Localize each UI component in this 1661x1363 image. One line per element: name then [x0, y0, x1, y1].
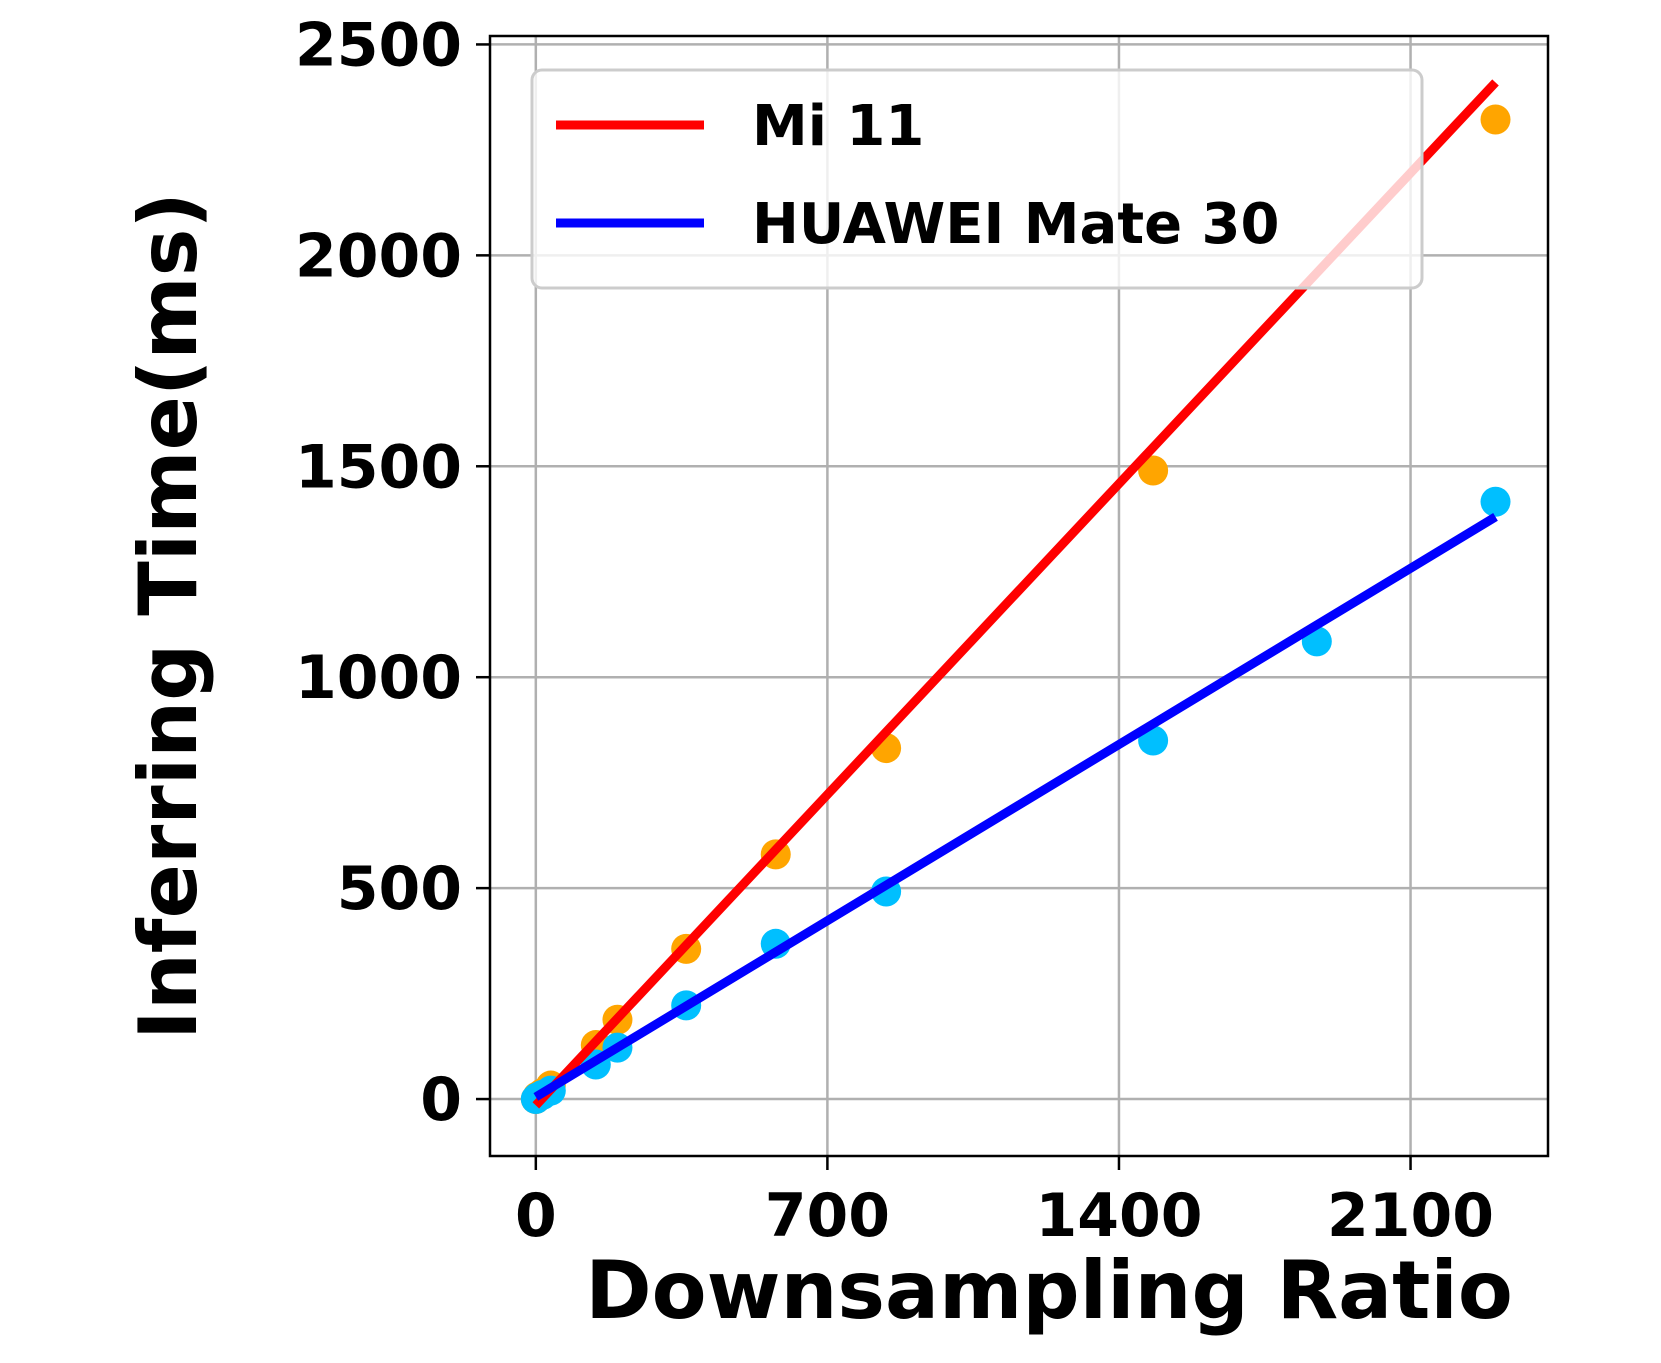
y-axis-title: Inferring Time(ms)	[122, 192, 215, 1040]
x-tick-label-0: 0	[515, 1181, 557, 1251]
legend: Mi 11 HUAWEI Mate 30	[530, 68, 1424, 290]
data-point-mi-11	[1480, 104, 1511, 135]
legend-label-huawei-mate-30: HUAWEI Mate 30	[752, 192, 1280, 257]
legend-box	[530, 68, 1424, 290]
y-tick-label-1500: 1500	[295, 432, 462, 502]
y-tick-label-500: 500	[337, 854, 462, 924]
x-tick-label-2100: 2100	[1327, 1181, 1494, 1251]
data-point-huawei-mate-30	[1480, 486, 1511, 517]
data-point-mi-11	[1138, 455, 1169, 486]
y-tick-label-0: 0	[420, 1065, 462, 1135]
y-tick-label-2000: 2000	[295, 221, 462, 291]
axis-ticks: 0 700 1400 2100 0 500 1000 1500 2000 2500	[295, 10, 1494, 1251]
legend-label-mi-11: Mi 11	[752, 94, 924, 159]
fit-line-huawei-mate-30	[533, 513, 1498, 1101]
x-tick-label-700: 700	[765, 1181, 890, 1251]
y-tick-label-1000: 1000	[295, 643, 462, 713]
x-tick-label-1400: 1400	[1035, 1181, 1202, 1251]
x-axis-title: Downsampling Ratio	[585, 1244, 1513, 1337]
y-tick-label-2500: 2500	[295, 10, 462, 80]
plot-frame	[488, 34, 1550, 1158]
